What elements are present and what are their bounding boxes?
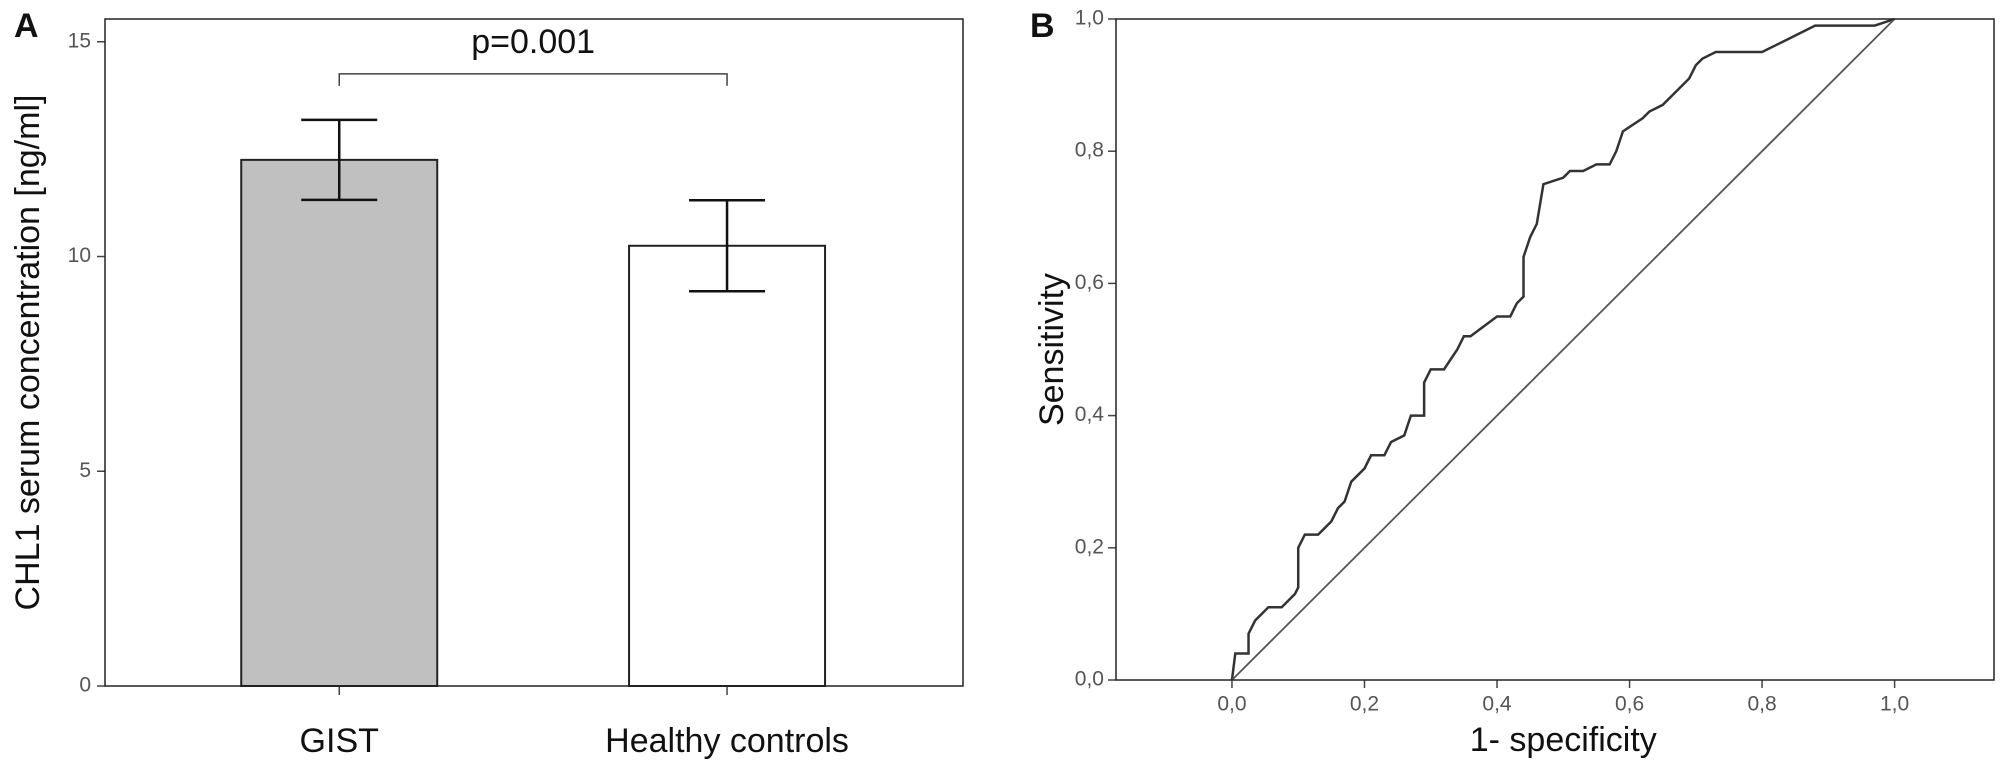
y-tick-label: 0,0 [1075,668,1104,691]
x-tick-label: 0,0 [1217,693,1246,716]
roc-curve [1230,17,1895,681]
y-tick-label: 1,0 [1075,7,1104,30]
x-tick-label: 1,0 [1880,693,1909,716]
x-tick-label: 0,8 [1747,693,1776,716]
error-bar [301,118,378,202]
bar [240,158,439,687]
panel-label: B [1030,7,1055,45]
x-tick-label: 0,4 [1482,693,1512,716]
y-tick-label: 0,6 [1075,271,1104,294]
y-tick-label: 5 [79,459,91,482]
x-tick-label: 0,6 [1615,693,1644,716]
y-tick-label: 0,8 [1075,139,1104,162]
panel-label: A [14,7,39,45]
annotation: p=0.001 [471,23,595,61]
reference-line [1231,18,1896,681]
y-tick-label: 0 [79,674,91,697]
y-tick-label: 0,2 [1075,535,1104,558]
significance-bracket [338,73,728,86]
bar [628,244,827,687]
x-tick-label: GIST [300,722,379,760]
y-tick-label: 10 [68,244,91,267]
x-tick-label: 0,2 [1350,693,1379,716]
y-axis-label: Sensitivity [1033,273,1071,426]
y-axis-label: CHL1 serum concentration [ng/ml] [9,95,47,611]
plot-frame [1115,18,1995,681]
y-tick-label: 15 [68,29,91,52]
x-axis-label: 1- specificity [1470,721,1657,759]
error-bar [689,198,766,293]
x-tick-label: Healthy controls [605,722,849,760]
y-tick-label: 0,4 [1075,403,1105,426]
plot-frame [104,18,964,687]
